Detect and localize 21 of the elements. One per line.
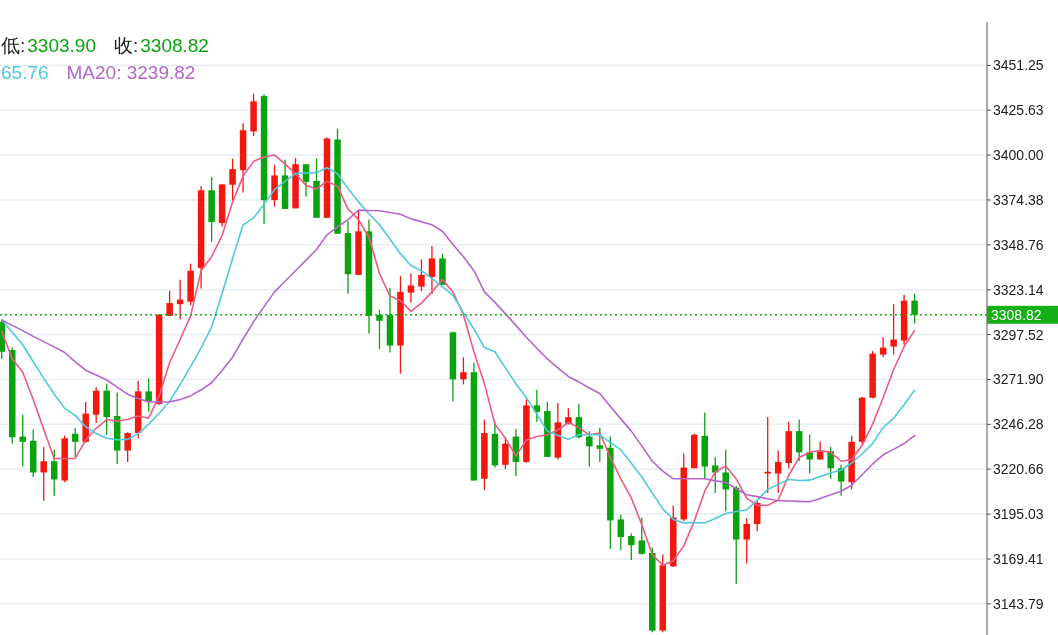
annotation: 65.76: [1, 62, 49, 83]
y-tick-label: 3246.28: [993, 416, 1044, 433]
y-tick-label: 3195.03: [993, 506, 1044, 523]
y-tick-label: 3348.76: [993, 236, 1044, 253]
y-tick-label: 3143.79: [993, 595, 1044, 612]
line-series: [0, 209, 916, 503]
y-tick-label: 3451.25: [993, 57, 1044, 74]
annotation: 低:: [1, 35, 26, 56]
y-tick-label: 3271.90: [993, 371, 1044, 388]
annotation: MA20: 3239.82: [66, 62, 196, 83]
y-tick-label: 3297.52: [993, 326, 1044, 343]
y-tick-label: 3169.41: [993, 550, 1044, 567]
annotation: 3303.90: [27, 35, 96, 56]
ref-line-label: 3308.82: [991, 306, 1042, 323]
y-tick-label: 3425.63: [993, 102, 1044, 119]
y-tick-label: 3323.14: [993, 281, 1044, 298]
y-tick-label: 3220.66: [993, 461, 1044, 478]
y-tick-label: 3400.00: [993, 147, 1044, 164]
y-tick-label: 3374.38: [993, 191, 1044, 208]
annotation: 3308.82: [140, 35, 209, 56]
annotation: 收:: [113, 35, 139, 56]
